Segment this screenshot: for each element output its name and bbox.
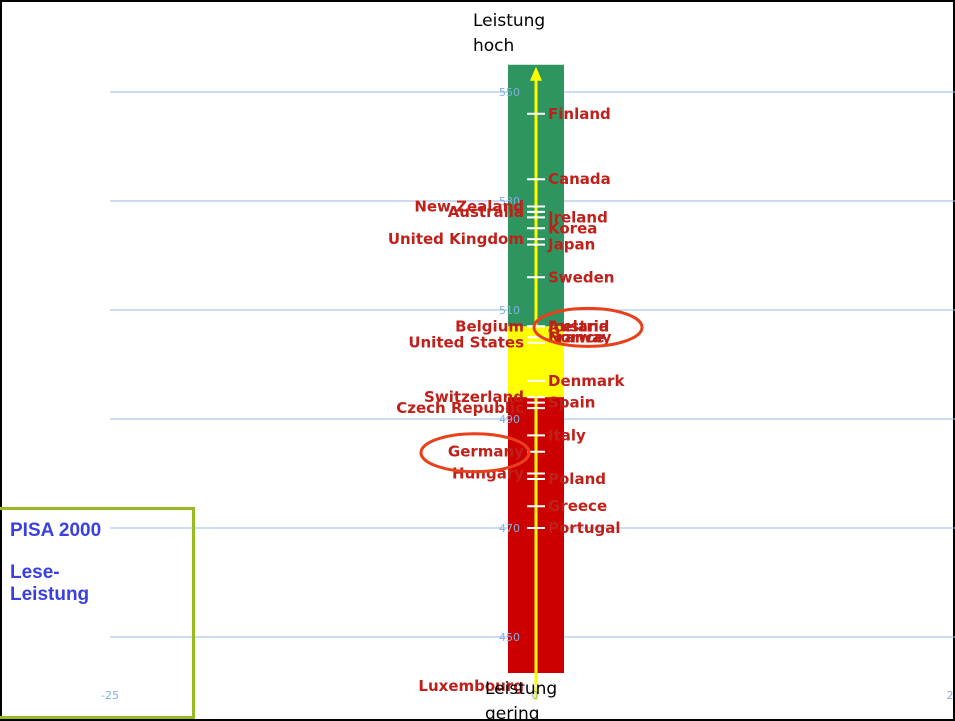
label-luxembourg: Luxembourg [418, 677, 524, 695]
x-tick-1: 0 [532, 689, 539, 702]
label-iceland: Iceland [548, 317, 609, 335]
x-tick-2: 2 [947, 689, 954, 702]
vertical-axis [530, 66, 542, 700]
label-portugal: Portugal [548, 519, 621, 537]
label-czech-republic: Czech Republic [396, 399, 524, 417]
label-germany: Germany [448, 443, 524, 461]
label-italy: Italy [548, 426, 586, 444]
label-austria: Austria [548, 317, 609, 335]
label-canada: Canada [548, 170, 611, 188]
y-tick-490: 490 [499, 413, 520, 426]
label-greece: Greece [548, 497, 607, 515]
legend-line-leistung: Leistung [10, 584, 90, 605]
x-tick-0: -25 [101, 689, 119, 702]
y-tick-labels: 450 470 490 510 530 550 [499, 86, 520, 644]
label-france: France [548, 328, 605, 346]
label-australia: Australia [448, 203, 524, 221]
legend-title: PISA 2000 [10, 520, 102, 541]
label-spain: Spain [548, 394, 595, 412]
label-denmark: Denmark [548, 372, 625, 390]
label-belgium: Belgium [455, 317, 524, 335]
label-new-zealand: New Zealand [414, 197, 524, 215]
legend-box: PISA 2000 Lese- Leistung [0, 507, 195, 719]
highlight-austria [532, 306, 644, 348]
top-label-line2: hoch [473, 36, 514, 56]
country-marks [527, 112, 545, 688]
label-korea: Korea [548, 219, 597, 237]
label-switzerland: Switzerland [424, 388, 524, 406]
gridlines [110, 91, 955, 638]
y-tick-530: 530 [499, 195, 520, 208]
y-tick-470: 470 [499, 522, 520, 535]
label-poland: Poland [548, 470, 606, 488]
bottom-label-line2: gering [485, 704, 540, 721]
y-tick-510: 510 [499, 304, 520, 317]
top-label-line1: Leistung [473, 11, 545, 31]
label-finland: Finland [548, 105, 611, 123]
label-united-kingdom: United Kingdom [388, 230, 524, 248]
label-japan: Japan [547, 236, 595, 254]
bottom-label-line1: Leistung [485, 679, 557, 699]
highlight-germany [419, 432, 531, 474]
label-united-states: United States [408, 334, 524, 352]
label-norway: Norway [548, 328, 612, 346]
y-tick-550: 550 [499, 86, 520, 99]
legend-line-lese: Lese- [10, 562, 60, 583]
highlight-circles [419, 306, 644, 474]
label-ireland: Ireland [548, 208, 608, 226]
label-sweden: Sweden [548, 268, 614, 286]
y-tick-450: 450 [499, 631, 520, 644]
x-tick-labels: -25 0 2 [101, 689, 953, 702]
axis-arrowhead [530, 66, 542, 81]
